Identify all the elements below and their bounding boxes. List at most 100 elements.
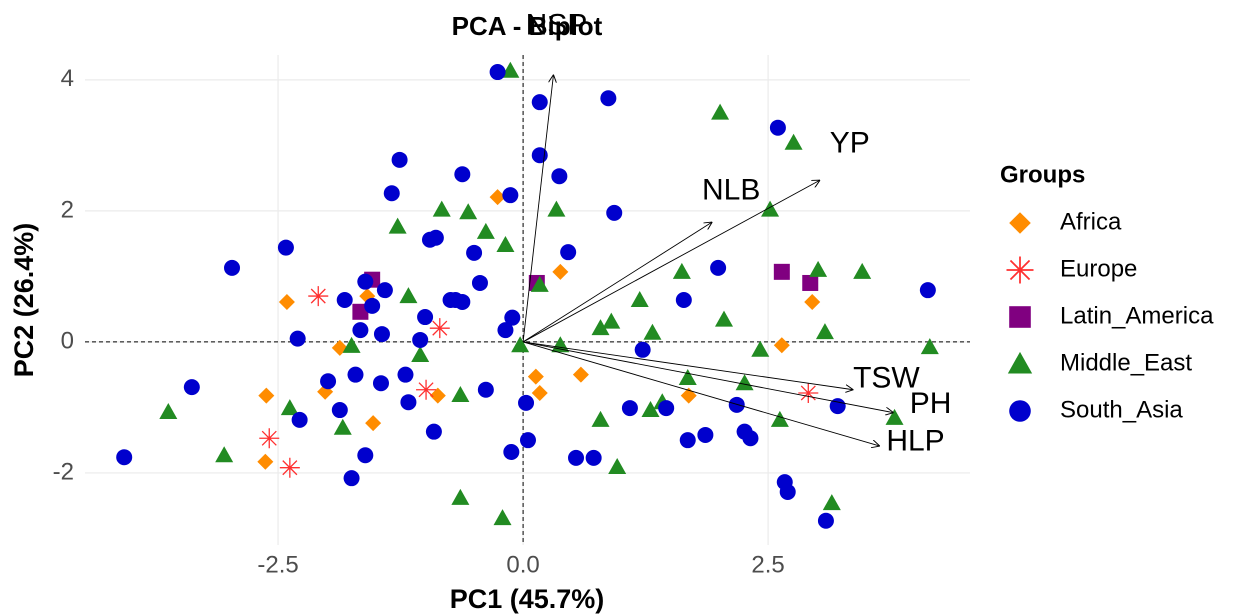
loading-label: HLP <box>886 425 944 458</box>
point <box>600 90 617 107</box>
point <box>802 274 819 291</box>
point <box>259 428 280 449</box>
point <box>416 379 437 400</box>
point <box>258 387 275 404</box>
point <box>853 262 872 279</box>
point <box>779 483 796 500</box>
point <box>496 235 515 252</box>
point <box>489 189 506 206</box>
point <box>551 168 568 185</box>
point <box>342 336 361 353</box>
point <box>751 340 770 357</box>
point <box>417 309 434 326</box>
point <box>502 187 519 204</box>
point <box>531 385 548 402</box>
point <box>373 326 390 343</box>
point <box>343 470 360 487</box>
point <box>643 323 662 340</box>
point <box>183 379 200 396</box>
loading-label: NSP <box>526 9 588 42</box>
legend-label: Africa <box>1060 208 1122 235</box>
point <box>471 274 488 291</box>
legend-title: Groups <box>1000 161 1085 188</box>
legend-label: South_Asia <box>1060 396 1183 423</box>
y-tick-label: 4 <box>61 65 74 92</box>
point <box>497 322 514 339</box>
point <box>376 282 393 299</box>
y-tick-label: 0 <box>61 327 74 354</box>
point <box>672 262 691 279</box>
point <box>357 273 374 290</box>
point <box>427 229 444 246</box>
point <box>602 312 621 329</box>
point <box>454 166 471 183</box>
point <box>383 185 400 202</box>
point <box>397 366 414 383</box>
point <box>412 331 429 348</box>
point <box>715 310 734 327</box>
legend-marker <box>1009 212 1031 234</box>
point <box>333 418 352 435</box>
point <box>815 323 834 340</box>
point <box>372 375 389 392</box>
point <box>308 286 329 307</box>
point <box>489 64 506 81</box>
point <box>364 297 381 314</box>
y-tick-label: 2 <box>61 196 74 223</box>
point <box>501 61 520 78</box>
legend-label: Latin_America <box>1060 302 1214 329</box>
point <box>451 385 470 402</box>
point <box>357 447 374 464</box>
point <box>572 366 589 383</box>
point <box>224 259 241 276</box>
series <box>259 286 819 478</box>
point <box>277 239 294 256</box>
point <box>400 394 417 411</box>
point <box>678 368 697 385</box>
point <box>477 381 494 398</box>
point <box>451 488 470 505</box>
point <box>503 443 520 460</box>
point <box>675 292 692 308</box>
point <box>817 512 834 529</box>
point <box>658 400 675 417</box>
loading-arrow <box>522 75 553 342</box>
loading-arrow <box>522 341 880 446</box>
point <box>829 398 846 415</box>
point <box>770 410 789 427</box>
point <box>634 341 651 358</box>
x-tick-label: 2.5 <box>751 551 784 578</box>
loading-arrow <box>522 180 820 343</box>
point <box>519 432 536 449</box>
point <box>530 275 549 292</box>
point <box>257 453 274 470</box>
point <box>466 244 483 261</box>
point <box>773 263 790 280</box>
point <box>679 432 696 449</box>
point <box>347 366 364 383</box>
y-axis-title: PC2 (26.4%) <box>9 223 39 378</box>
loading-arrow <box>522 222 712 343</box>
point <box>352 322 369 339</box>
point <box>442 292 459 308</box>
point <box>710 259 727 276</box>
point <box>591 319 610 336</box>
point <box>116 449 133 466</box>
point <box>336 292 353 308</box>
point <box>291 411 308 428</box>
chart-title: PCA - Biplot <box>452 11 603 41</box>
point <box>399 287 418 304</box>
x-axis-title: PC1 (45.7%) <box>450 584 605 614</box>
point <box>159 403 178 420</box>
point <box>391 151 408 168</box>
legend-label: Europe <box>1060 255 1137 282</box>
point <box>822 494 841 511</box>
series <box>116 64 936 529</box>
loading-label: PH <box>910 387 952 420</box>
point <box>432 200 451 217</box>
point <box>742 430 759 447</box>
point <box>804 293 821 310</box>
point <box>735 374 754 391</box>
point <box>920 338 939 355</box>
